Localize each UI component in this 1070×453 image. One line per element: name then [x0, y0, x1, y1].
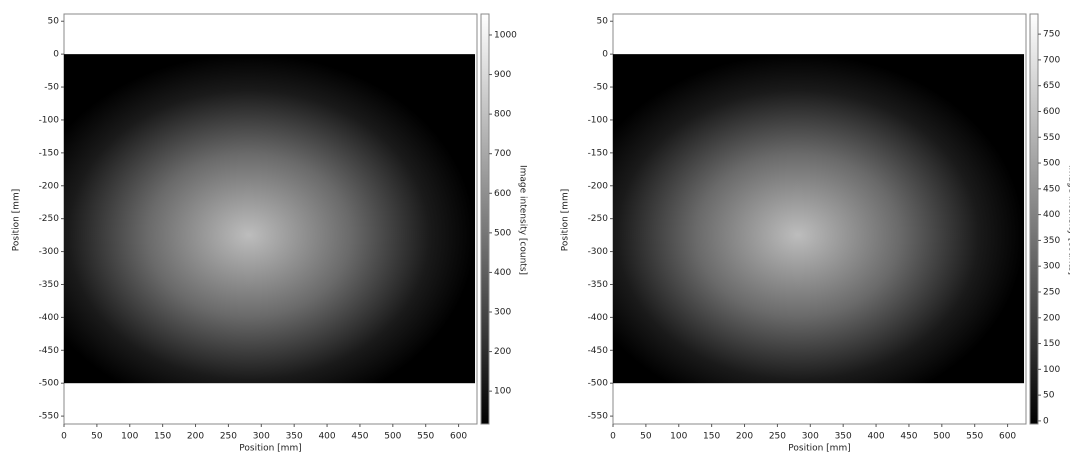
colorbar-tick-label: 300 [1043, 262, 1060, 272]
x-tick-label: 350 [286, 432, 303, 442]
y-tick-label: -200 [39, 181, 60, 191]
x-axis-label: Position [mm] [788, 444, 850, 453]
colorbar-tick-label: 500 [494, 228, 511, 238]
x-tick-label: 50 [91, 432, 103, 442]
x-tick-label: 300 [253, 432, 270, 442]
colorbar-tick-label: 400 [494, 268, 511, 278]
x-tick-label: 600 [450, 432, 467, 442]
x-tick-label: 550 [966, 432, 983, 442]
y-tick-label: -350 [39, 280, 60, 290]
y-tick-label: -100 [588, 115, 609, 125]
y-tick-label: 0 [602, 50, 608, 60]
y-tick-label: -400 [588, 313, 609, 323]
y-tick-label: -550 [39, 412, 60, 422]
x-tick-label: 450 [900, 432, 917, 442]
colorbar-tick-label: 300 [494, 308, 511, 318]
y-tick-label: -550 [588, 412, 609, 422]
colorbar-tick-label: 200 [1043, 313, 1060, 323]
colorbar-tick-label: 250 [1043, 287, 1060, 297]
x-tick-label: 350 [835, 432, 852, 442]
y-axis-label: Position [mm] [561, 189, 571, 251]
colorbar-tick-label: 100 [1043, 365, 1060, 375]
colorbar-tick-label: 750 [1043, 30, 1060, 40]
y-tick-label: 0 [53, 50, 59, 60]
x-tick-label: 100 [121, 432, 138, 442]
x-tick-label: 400 [318, 432, 335, 442]
colorbar-tick-label: 650 [1043, 81, 1060, 91]
x-tick-label: 250 [220, 432, 237, 442]
x-tick-label: 150 [154, 432, 171, 442]
x-tick-label: 50 [640, 432, 652, 442]
x-tick-label: 400 [867, 432, 884, 442]
colorbar [1029, 13, 1039, 425]
image [64, 54, 476, 384]
x-tick-label: 250 [769, 432, 786, 442]
y-tick-label: -150 [588, 148, 609, 158]
colorbar-tick-label: 900 [494, 70, 511, 80]
y-tick-label: -450 [39, 346, 60, 356]
x-tick-label: 200 [187, 432, 204, 442]
colorbar-tick-label: 1000 [494, 30, 517, 40]
y-tick-label: -500 [39, 379, 60, 389]
colorbar-tick-label: 100 [494, 387, 511, 397]
y-tick-label: -450 [588, 346, 609, 356]
x-tick-label: 500 [384, 432, 401, 442]
colorbar [480, 13, 490, 425]
colorbar-tick-label: 50 [1043, 391, 1055, 401]
y-tick-label: -100 [39, 115, 60, 125]
colorbar-tick-label: 600 [1043, 107, 1060, 117]
colorbar-tick-label: 500 [1043, 159, 1060, 169]
colorbar-label: Image intensity [counts] [518, 165, 528, 275]
y-tick-label: -50 [593, 83, 608, 93]
y-tick-label: -300 [588, 247, 609, 257]
x-axis-label: Position [mm] [239, 444, 301, 453]
y-tick-label: -300 [39, 247, 60, 257]
y-tick-label: 50 [48, 17, 60, 27]
x-tick-label: 100 [670, 432, 687, 442]
x-tick-label: 200 [736, 432, 753, 442]
colorbar-tick-label: 800 [494, 110, 511, 120]
x-tick-label: 300 [802, 432, 819, 442]
y-tick-label: -500 [588, 379, 609, 389]
colorbar-tick-label: 700 [1043, 55, 1060, 65]
image [613, 54, 1025, 384]
colorbar-tick-label: 0 [1043, 416, 1049, 426]
y-tick-label: -50 [44, 83, 59, 93]
y-tick-label: -400 [39, 313, 60, 323]
colorbar-tick-label: 200 [494, 347, 511, 357]
y-tick-label: 50 [597, 17, 609, 27]
x-tick-label: 550 [417, 432, 434, 442]
colorbar-label: Image intensity [counts] [1067, 165, 1070, 275]
y-tick-label: -250 [588, 214, 609, 224]
y-axis-label: Position [mm] [12, 189, 22, 251]
y-tick-label: -150 [39, 148, 60, 158]
y-tick-label: -200 [588, 181, 609, 191]
x-tick-label: 600 [999, 432, 1016, 442]
colorbar-tick-label: 700 [494, 149, 511, 159]
colorbar-tick-label: 600 [494, 189, 511, 199]
colorbar-tick-label: 450 [1043, 184, 1060, 194]
y-tick-label: -350 [588, 280, 609, 290]
colorbar-tick-label: 550 [1043, 133, 1060, 143]
x-tick-label: 150 [703, 432, 720, 442]
x-tick-label: 0 [610, 432, 616, 442]
y-tick-label: -250 [39, 214, 60, 224]
x-tick-label: 0 [61, 432, 67, 442]
x-tick-label: 500 [933, 432, 950, 442]
colorbar-tick-label: 350 [1043, 236, 1060, 246]
colorbar-tick-label: 400 [1043, 210, 1060, 220]
x-tick-label: 450 [351, 432, 368, 442]
colorbar-tick-label: 150 [1043, 339, 1060, 349]
